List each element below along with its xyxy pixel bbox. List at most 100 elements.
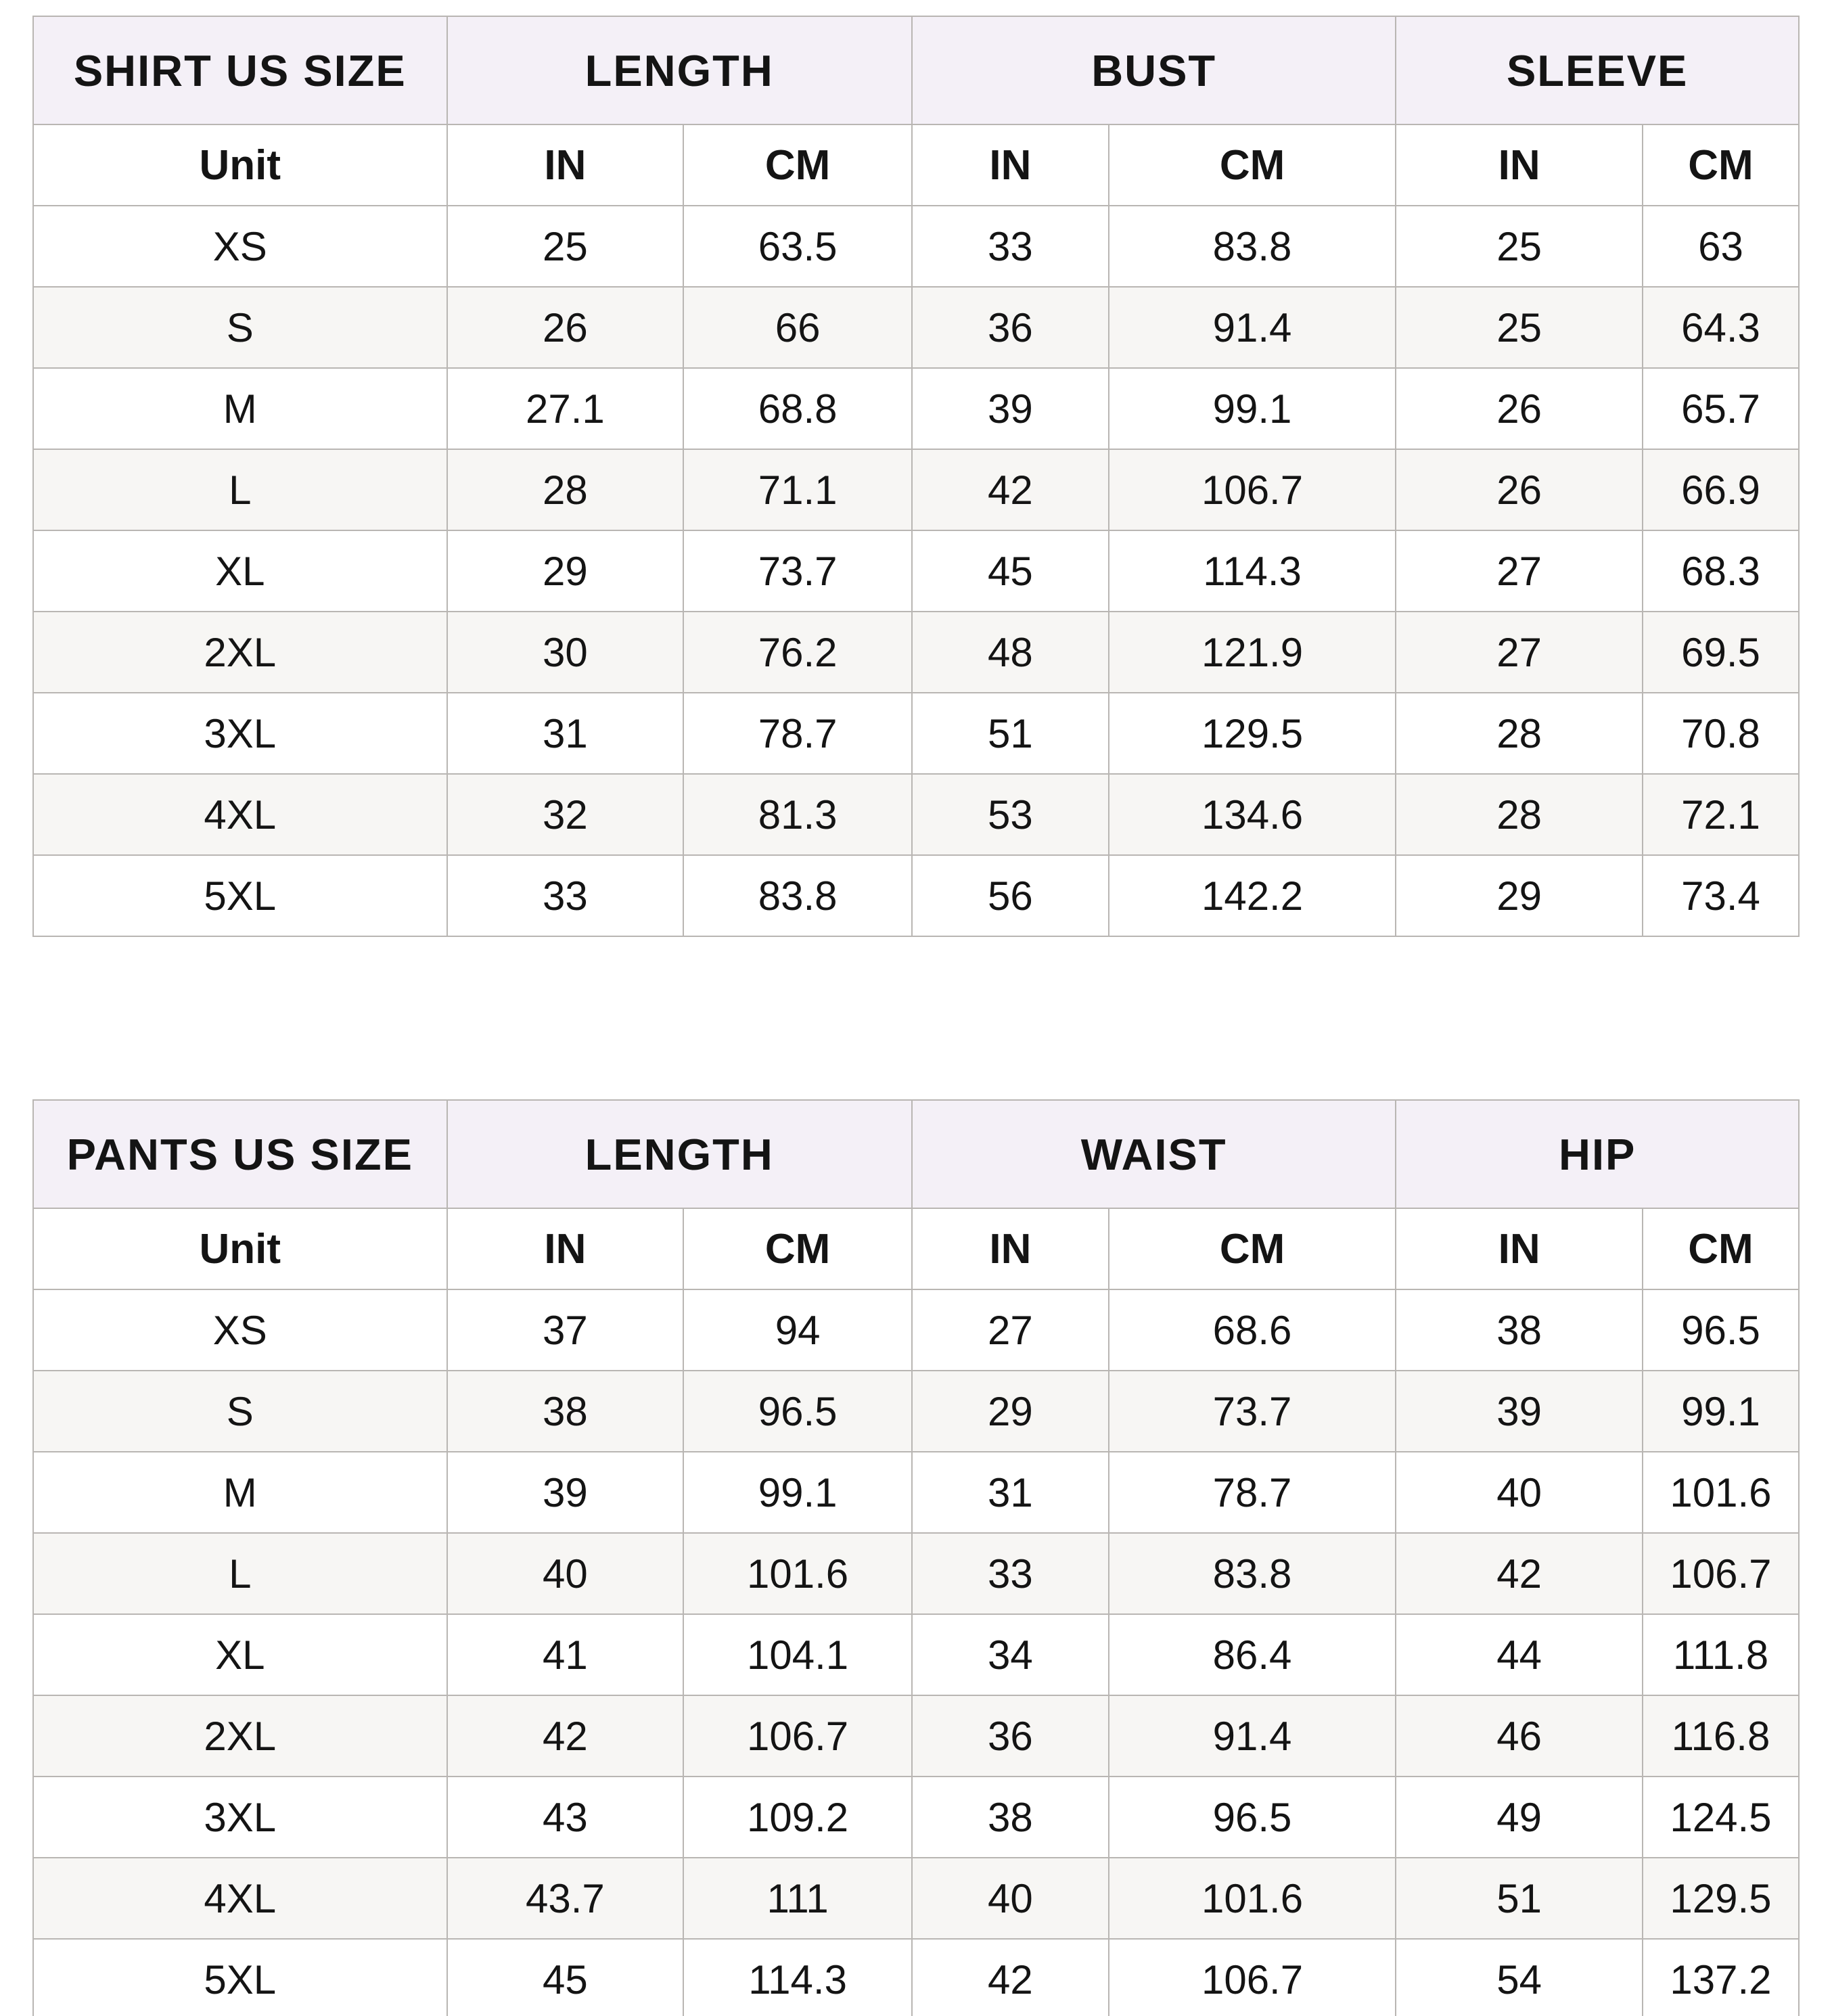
value-cell: 134.6 (1107, 773, 1397, 856)
group-header-row: PANTS US SIZE LENGTH WAIST HIP (32, 1099, 1800, 1209)
value-cell: 26 (446, 286, 685, 369)
value-cell: 101.6 (1641, 1451, 1800, 1534)
value-cell: 29 (446, 530, 685, 612)
value-cell: 42 (911, 449, 1109, 531)
value-cell: 25 (1395, 286, 1643, 369)
size-label: XS (32, 1289, 448, 1371)
table-row: 5XL 33 83.8 56 142.2 29 73.4 (32, 854, 1800, 937)
value-cell: 66.9 (1641, 449, 1800, 531)
value-cell: 29 (1395, 854, 1643, 937)
value-cell: 27 (1395, 530, 1643, 612)
value-cell: 64.3 (1641, 286, 1800, 369)
value-cell: 114.3 (1107, 530, 1397, 612)
value-cell: 99.1 (683, 1451, 913, 1534)
value-cell: 34 (911, 1613, 1109, 1696)
value-cell: 86.4 (1107, 1613, 1397, 1696)
value-cell: 38 (911, 1776, 1109, 1858)
value-cell: 56 (911, 854, 1109, 937)
unit-header-in-0: IN (446, 124, 685, 206)
value-cell: 104.1 (683, 1613, 913, 1696)
table-row: S 26 66 36 91.4 25 64.3 (32, 286, 1800, 369)
value-cell: 68.6 (1107, 1289, 1397, 1371)
value-cell: 33 (911, 205, 1109, 288)
value-cell: 83.8 (683, 854, 913, 937)
pants-size-table-group-header-waist: WAIST (911, 1099, 1397, 1209)
value-cell: 73.4 (1641, 854, 1800, 937)
table-row: L 28 71.1 42 106.7 26 66.9 (32, 449, 1800, 531)
value-cell: 106.7 (1641, 1532, 1800, 1615)
shirt-size-table-group-header-length: LENGTH (446, 16, 913, 125)
size-label: 3XL (32, 1776, 448, 1858)
value-cell: 54 (1395, 1938, 1643, 2016)
table-row: M 39 99.1 31 78.7 40 101.6 (32, 1451, 1800, 1534)
table-row: XL 29 73.7 45 114.3 27 68.3 (32, 530, 1800, 612)
table-row: M 27.1 68.8 39 99.1 26 65.7 (32, 367, 1800, 450)
size-label: 2XL (32, 1695, 448, 1777)
size-label: M (32, 367, 448, 450)
table-row: 3XL 43 109.2 38 96.5 49 124.5 (32, 1776, 1800, 1858)
value-cell: 78.7 (1107, 1451, 1397, 1534)
table-row: XS 37 94 27 68.6 38 96.5 (32, 1289, 1800, 1371)
value-cell: 116.8 (1641, 1695, 1800, 1777)
size-label: XL (32, 1613, 448, 1696)
value-cell: 65.7 (1641, 367, 1800, 450)
size-label: L (32, 449, 448, 531)
table-row: 4XL 32 81.3 53 134.6 28 72.1 (32, 773, 1800, 856)
value-cell: 33 (911, 1532, 1109, 1615)
unit-label: Unit (32, 124, 448, 206)
value-cell: 25 (446, 205, 685, 288)
size-label: M (32, 1451, 448, 1534)
value-cell: 129.5 (1107, 692, 1397, 775)
value-cell: 70.8 (1641, 692, 1800, 775)
unit-header-in-2: IN (911, 1208, 1109, 1290)
value-cell: 36 (911, 1695, 1109, 1777)
value-cell: 31 (911, 1451, 1109, 1534)
value-cell: 27 (1395, 611, 1643, 693)
value-cell: 81.3 (683, 773, 913, 856)
value-cell: 26 (1395, 449, 1643, 531)
value-cell: 111.8 (1641, 1613, 1800, 1696)
value-cell: 40 (1395, 1451, 1643, 1534)
shirt-size-table: SHIRT US SIZE LENGTH BUST SLEEVE Unit IN CM IN C… (32, 16, 1800, 937)
value-cell: 36 (911, 286, 1109, 369)
value-cell: 33 (446, 854, 685, 937)
size-label: XL (32, 530, 448, 612)
value-cell: 28 (1395, 692, 1643, 775)
value-cell: 83.8 (1107, 1532, 1397, 1615)
value-cell: 38 (1395, 1289, 1643, 1371)
value-cell: 48 (911, 611, 1109, 693)
unit-label: Unit (32, 1208, 448, 1290)
value-cell: 71.1 (683, 449, 913, 531)
value-cell: 46 (1395, 1695, 1643, 1777)
value-cell: 124.5 (1641, 1776, 1800, 1858)
value-cell: 42 (911, 1938, 1109, 2016)
value-cell: 99.1 (1641, 1370, 1800, 1452)
unit-header-row: Unit IN CM IN CM IN CM (32, 1208, 1800, 1290)
unit-header-in-4: IN (1395, 124, 1643, 206)
value-cell: 31 (446, 692, 685, 775)
unit-header-in-2: IN (911, 124, 1109, 206)
value-cell: 99.1 (1107, 367, 1397, 450)
value-cell: 76.2 (683, 611, 913, 693)
value-cell: 27 (911, 1289, 1109, 1371)
value-cell: 101.6 (683, 1532, 913, 1615)
unit-header-in-4: IN (1395, 1208, 1643, 1290)
value-cell: 27.1 (446, 367, 685, 450)
value-cell: 28 (1395, 773, 1643, 856)
shirt-size-table-group-header-bust: BUST (911, 16, 1397, 125)
value-cell: 106.7 (683, 1695, 913, 1777)
value-cell: 73.7 (1107, 1370, 1397, 1452)
value-cell: 73.7 (683, 530, 913, 612)
value-cell: 26 (1395, 367, 1643, 450)
value-cell: 51 (1395, 1857, 1643, 1940)
unit-header-cm-1: CM (683, 124, 913, 206)
value-cell: 66 (683, 286, 913, 369)
value-cell: 91.4 (1107, 1695, 1397, 1777)
size-label: 4XL (32, 1857, 448, 1940)
pants-size-table: PANTS US SIZE LENGTH WAIST HIP Unit IN CM IN CM I… (32, 1099, 1800, 2016)
table-row: L 40 101.6 33 83.8 42 106.7 (32, 1532, 1800, 1615)
value-cell: 72.1 (1641, 773, 1800, 856)
pants-size-table-group-header-length: LENGTH (446, 1099, 913, 1209)
pants-size-table-title: PANTS US SIZE (32, 1099, 448, 1209)
